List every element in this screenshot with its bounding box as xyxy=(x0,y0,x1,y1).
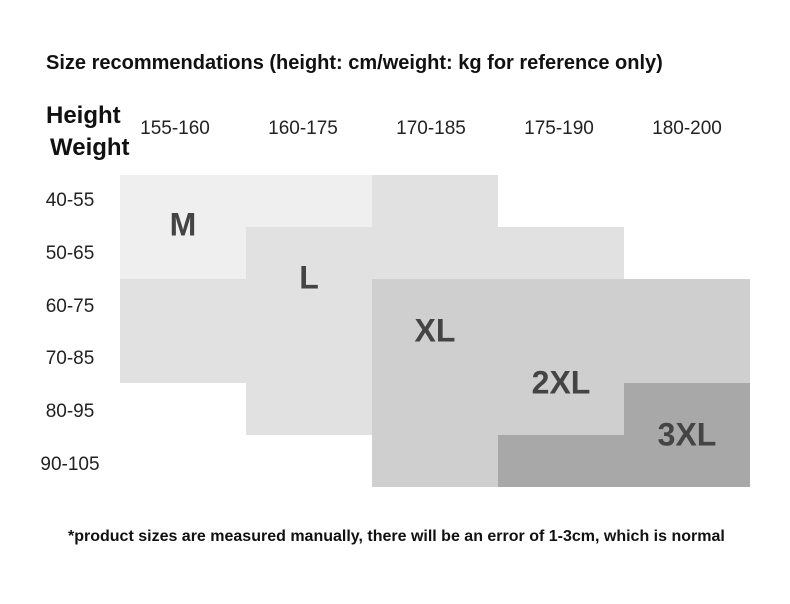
height-col-label: 175-190 xyxy=(524,118,594,139)
grid-cell xyxy=(372,331,498,383)
grid-cell xyxy=(372,175,498,227)
size-label-3xl: 3XL xyxy=(657,416,717,453)
height-col-label: 170-185 xyxy=(396,118,466,139)
height-col-label: 160-175 xyxy=(268,118,338,139)
weight-row-label: 70-85 xyxy=(45,348,95,369)
grid-cell xyxy=(624,383,750,435)
weight-axis-header: Weight xyxy=(50,134,130,161)
grid-cell xyxy=(498,227,624,279)
grid-cell xyxy=(624,435,750,487)
height-col-label: 155-160 xyxy=(140,118,210,139)
grid-cell xyxy=(498,435,624,487)
size-label-2xl: 2XL xyxy=(531,364,591,401)
grid-cell xyxy=(120,175,246,227)
grid-cell xyxy=(246,331,372,383)
size-label-m: M xyxy=(169,206,197,243)
grid-cell xyxy=(498,383,624,435)
grid-cell xyxy=(498,331,624,383)
height-axis-header: Height xyxy=(46,102,121,129)
weight-row-label: 50-65 xyxy=(45,243,95,264)
chart-title: Size recommendations (height: cm/weight:… xyxy=(46,52,663,74)
grid-cell xyxy=(372,435,498,487)
grid-cell xyxy=(246,383,372,435)
grid-cell xyxy=(372,227,498,279)
weight-row-label: 40-55 xyxy=(45,190,95,211)
weight-row-label: 90-105 xyxy=(40,454,100,475)
grid-cell xyxy=(372,279,498,331)
size-label-l: L xyxy=(299,259,319,296)
height-col-label: 180-200 xyxy=(652,118,722,139)
grid-cell xyxy=(246,175,372,227)
grid-cell xyxy=(498,279,624,331)
grid-cell xyxy=(624,279,750,331)
size-label-xl: XL xyxy=(414,312,456,349)
grid-cell xyxy=(246,227,372,279)
footnote: *product sizes are measured manually, th… xyxy=(68,528,725,545)
grid-cell xyxy=(120,331,246,383)
grid-cell xyxy=(120,279,246,331)
weight-row-label: 80-95 xyxy=(45,401,95,422)
grid-cell xyxy=(624,331,750,383)
grid-cell xyxy=(120,227,246,279)
weight-row-label: 60-75 xyxy=(45,296,95,317)
grid-cell xyxy=(246,279,372,331)
grid-cell xyxy=(372,383,498,435)
